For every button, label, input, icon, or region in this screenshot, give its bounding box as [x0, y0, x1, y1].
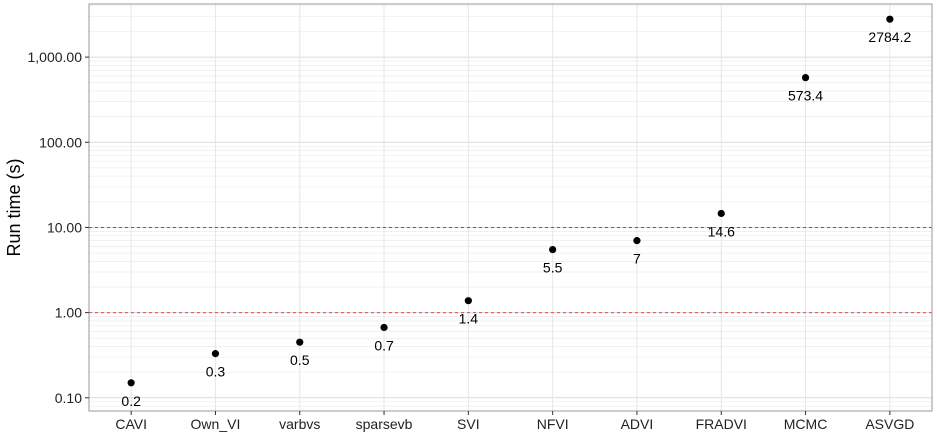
y-tick-label: 10.00 [47, 219, 82, 235]
data-label: 0.3 [206, 364, 226, 380]
data-labels: 0.2 0.3 0.5 0.7 1.4 5.5 7 14.6 573.4 2784.2 [121, 29, 911, 409]
x-tick-label: ADVI [621, 416, 654, 432]
x-tick-label: sparsevb [356, 416, 413, 432]
data-label: 0.5 [290, 352, 310, 368]
data-label: 0.2 [121, 393, 141, 409]
data-point [464, 297, 472, 305]
x-tick-label: Own_VI [191, 416, 241, 432]
y-axis-ticks: 0.10 1.00 10.00 100.00 1,000.00 [28, 49, 89, 406]
reference-lines [89, 226, 932, 314]
y-tick-label: 0.10 [55, 390, 82, 406]
plot-panel-border [88, 3, 933, 412]
data-label: 2784.2 [868, 29, 911, 45]
data-point [127, 379, 135, 387]
data-label: 573.4 [788, 88, 823, 104]
y-tick-label: 1,000.00 [28, 49, 83, 65]
data-point [717, 209, 725, 218]
x-tick-label: varbvs [279, 416, 320, 432]
data-point [211, 350, 220, 358]
data-point [380, 323, 388, 332]
data-label: 0.7 [374, 337, 394, 353]
x-tick-label: NFVI [537, 416, 569, 432]
x-axis-ticks: CAVI Own_VI varbvs sparsevb SVI NFVI ADVI FRADV… [115, 411, 914, 432]
data-point [549, 245, 557, 254]
data-point [886, 15, 894, 23]
data-point [296, 338, 304, 346]
x-tick-label: FRADVI [696, 416, 747, 432]
x-tick-label: MCMC [784, 416, 828, 432]
data-point [801, 74, 810, 82]
y-tick-label: 100.00 [39, 134, 82, 150]
grid-lines [89, 4, 932, 412]
y-axis-title: Run time (s) [4, 158, 24, 256]
x-tick-label: ASVGD [865, 416, 914, 432]
data-label: 5.5 [543, 260, 563, 276]
data-label: 1.4 [459, 311, 479, 327]
x-tick-label: SVI [457, 416, 480, 432]
x-tick-label: CAVI [115, 416, 147, 432]
data-label: 14.6 [708, 223, 735, 239]
data-point [633, 237, 641, 245]
data-points [127, 15, 894, 387]
y-tick-label: 1.00 [55, 305, 82, 321]
data-label: 7 [633, 251, 641, 267]
